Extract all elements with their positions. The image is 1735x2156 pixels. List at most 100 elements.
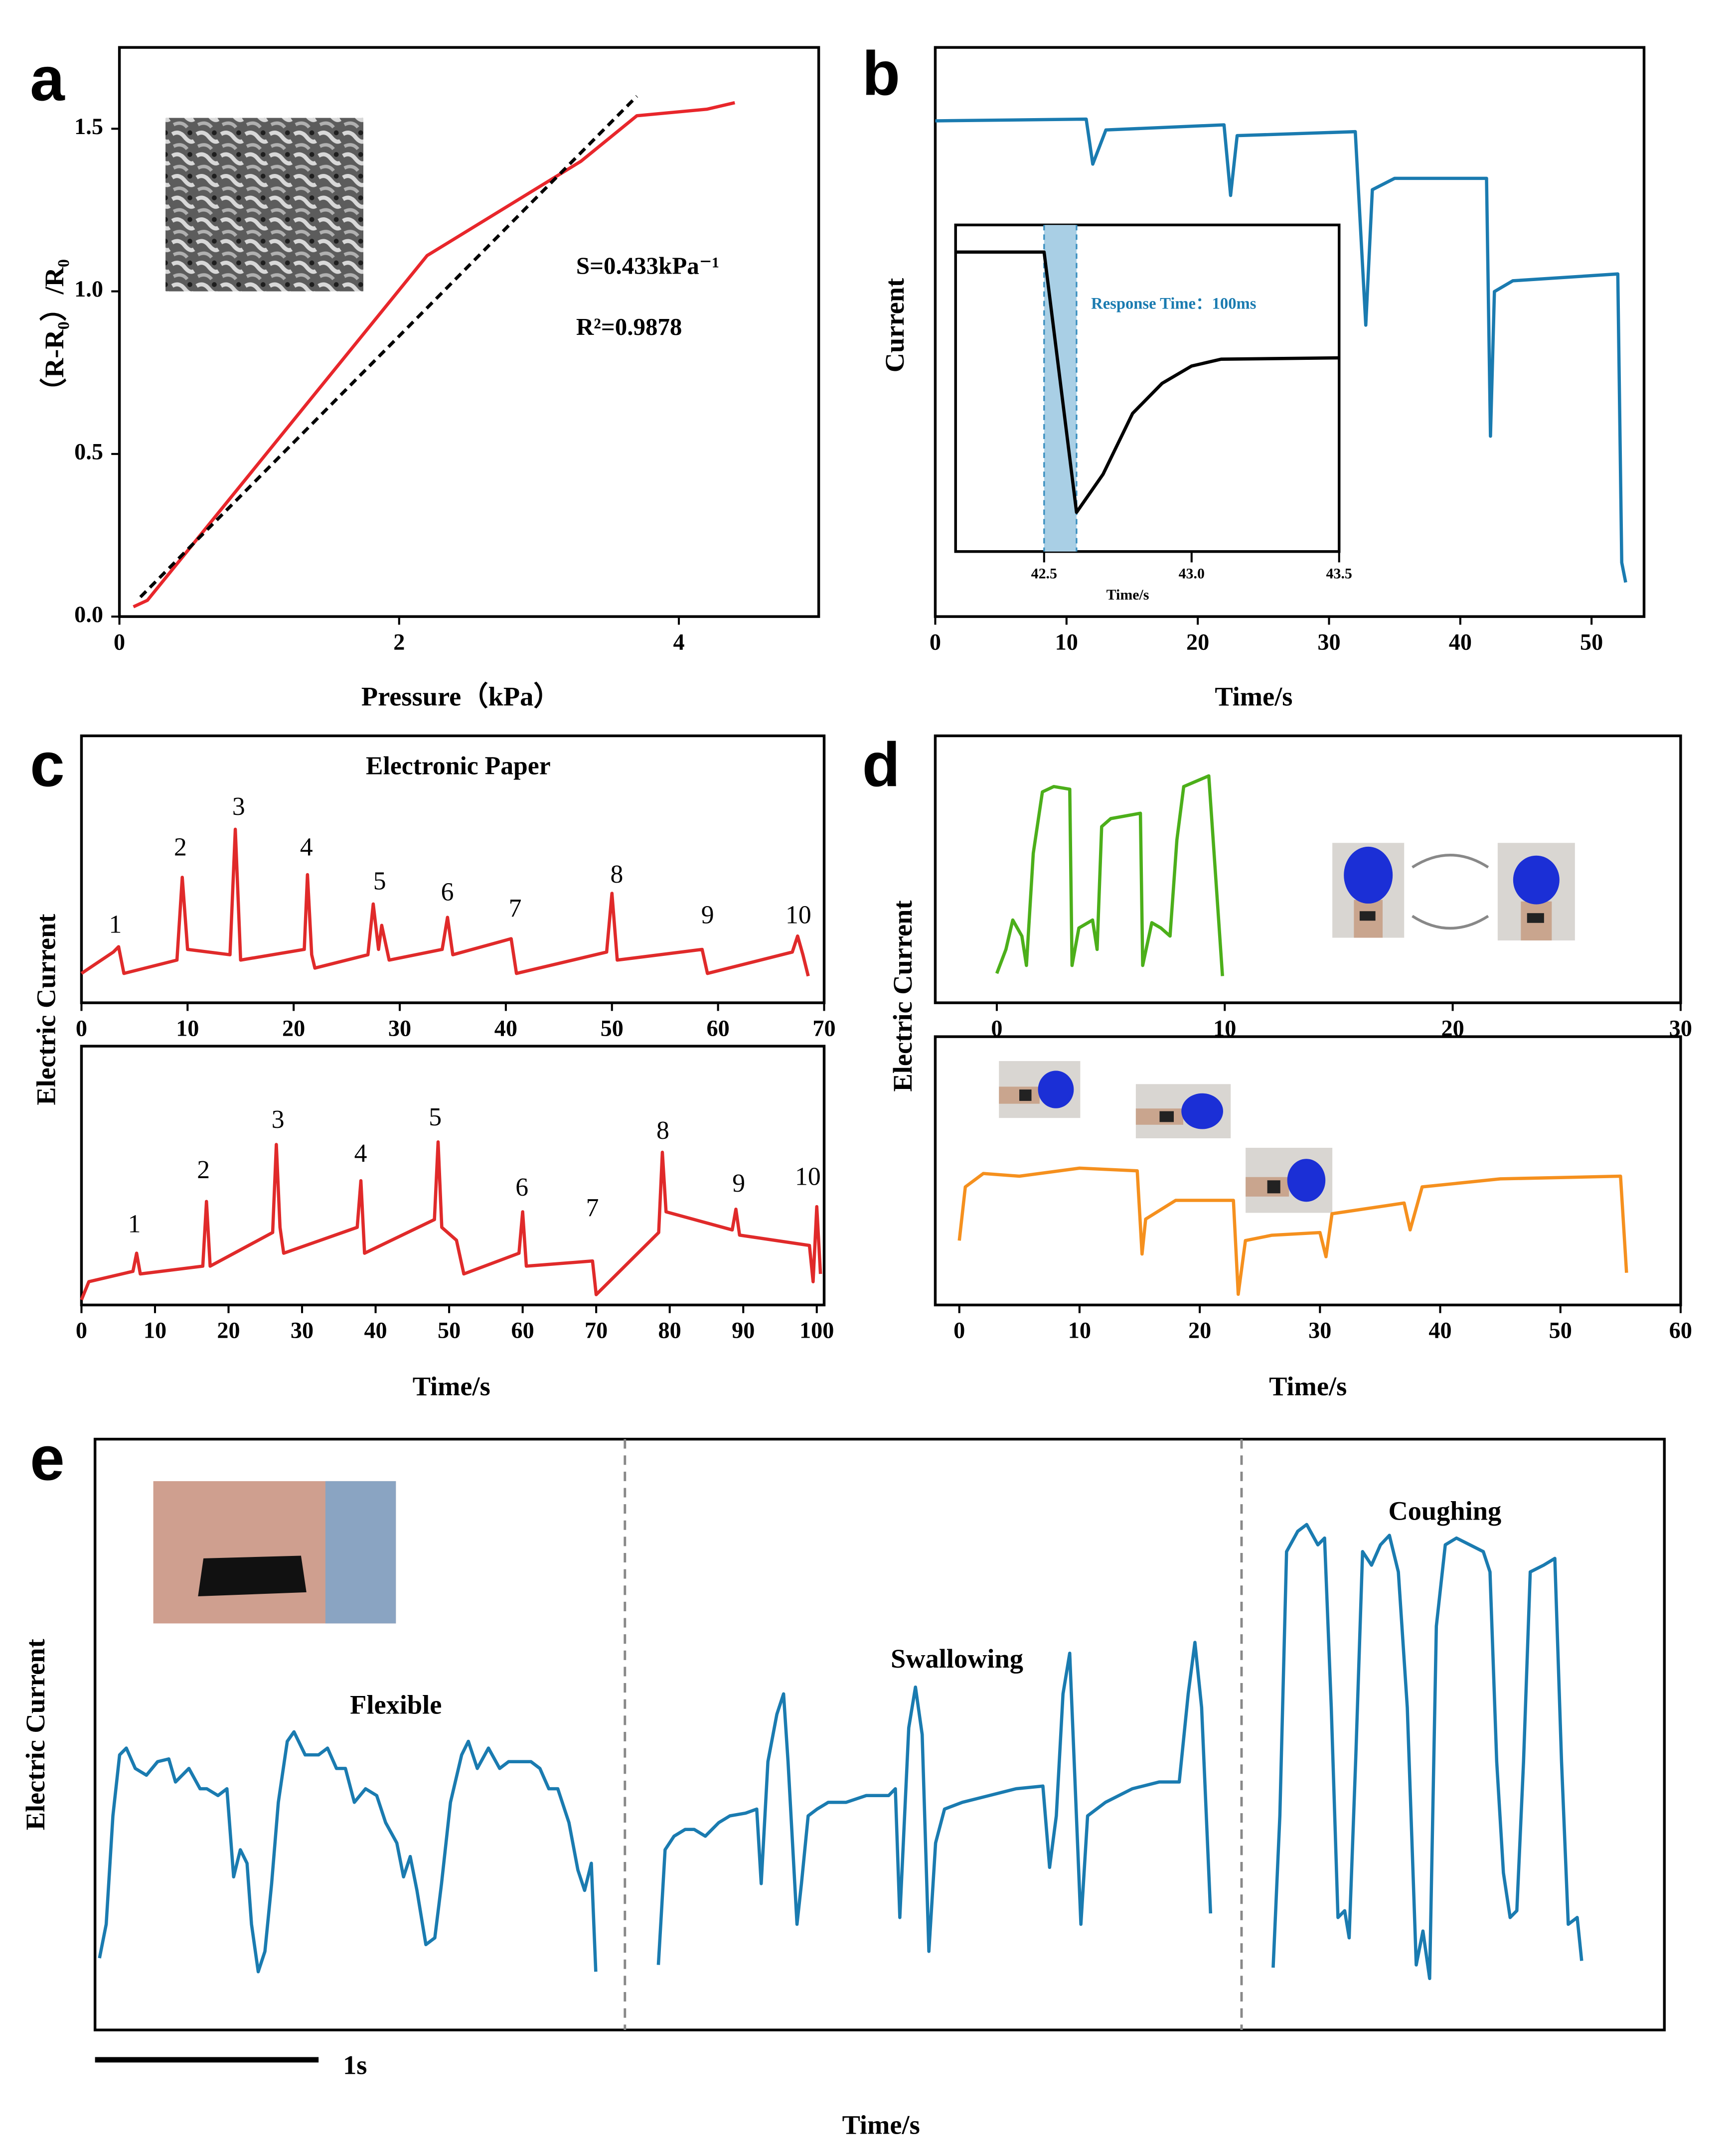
plot-frame xyxy=(934,1035,1682,1307)
x-tick-label: 100 xyxy=(799,1318,834,1343)
x-axis-label: Time/s xyxy=(1269,1372,1347,1401)
jacket xyxy=(325,1481,396,1624)
sem-image xyxy=(165,118,364,292)
data-line xyxy=(80,827,810,977)
y-tick-label: 0.5 xyxy=(74,439,103,464)
x-tick-label: 50 xyxy=(1580,629,1603,654)
sensor xyxy=(1359,911,1376,921)
glove xyxy=(1344,846,1393,904)
panel-label: d xyxy=(862,730,900,799)
annotation: 9 xyxy=(732,1169,745,1198)
sensor xyxy=(1267,1180,1280,1194)
x-tick-label: 0 xyxy=(114,629,125,654)
x-axis-label: Time/s xyxy=(842,2110,920,2140)
x-tick-label: 20 xyxy=(282,1015,305,1041)
data-line xyxy=(957,1166,1628,1296)
plot-frame xyxy=(80,1045,826,1307)
x-tick-label: 0 xyxy=(953,1318,965,1343)
annotation: 9 xyxy=(701,901,714,929)
y-axis-label: Electric Current xyxy=(20,1639,50,1830)
annotation: 4 xyxy=(300,833,313,862)
annotation: 10 xyxy=(795,1162,821,1191)
annotation: Response Time：100ms xyxy=(1091,295,1256,312)
annotation: Swallowing xyxy=(891,1644,1023,1674)
x-tick-label: 0 xyxy=(76,1015,87,1041)
x-tick-label: 40 xyxy=(364,1318,387,1343)
data-line xyxy=(139,95,638,599)
x-axis-label: Time/s xyxy=(413,1372,490,1401)
plot-frame xyxy=(934,46,1646,618)
chart-title: Electronic Paper xyxy=(366,752,551,780)
data-line xyxy=(955,250,1339,514)
plot-frame xyxy=(118,46,820,618)
panel-label: c xyxy=(30,730,65,799)
plot-frame xyxy=(80,734,826,1004)
annotation: 10 xyxy=(786,901,811,929)
y-axis-label: Current xyxy=(880,278,910,372)
x-tick-label: 70 xyxy=(585,1318,608,1343)
glove xyxy=(1513,855,1560,905)
x-tick-label: 40 xyxy=(1449,629,1472,654)
sensor xyxy=(1159,1111,1174,1122)
x-tick-label: 50 xyxy=(438,1318,461,1343)
annotation: 1 xyxy=(128,1210,141,1238)
y-axis-label: Electric Current xyxy=(31,914,61,1105)
x-tick-label: 30 xyxy=(1317,629,1340,654)
annotation: 1 xyxy=(109,911,122,939)
x-tick-label: 40 xyxy=(1428,1318,1451,1343)
x-tick-label: 60 xyxy=(511,1318,534,1343)
data-line xyxy=(935,117,1627,583)
x-tick-label: 60 xyxy=(707,1015,730,1041)
x-tick-label: 10 xyxy=(176,1015,199,1041)
data-line xyxy=(133,101,735,609)
annotation: 7 xyxy=(509,894,522,923)
annotation: 8 xyxy=(611,860,624,889)
glove xyxy=(1181,1093,1223,1129)
x-tick-label: 20 xyxy=(217,1318,240,1343)
x-tick-label: 2 xyxy=(393,629,405,654)
annotation: R²=0.9878 xyxy=(576,313,682,340)
arrow xyxy=(1412,915,1489,930)
annotation: 3 xyxy=(232,792,245,821)
x-tick-label: 60 xyxy=(1669,1318,1692,1343)
x-axis-label: Pressure（kPa） xyxy=(361,682,561,712)
annotation: 2 xyxy=(174,833,187,862)
x-tick-label: 0 xyxy=(930,629,941,654)
data-line xyxy=(656,1641,1213,1965)
sensor xyxy=(1019,1089,1032,1101)
x-tick-label: 20 xyxy=(1186,629,1209,654)
x-tick-label: 50 xyxy=(601,1015,624,1041)
annotation: 5 xyxy=(429,1103,442,1131)
plot-frame xyxy=(93,1437,1666,2031)
glove xyxy=(1287,1159,1326,1202)
x-axis-label: Time/s xyxy=(1106,587,1149,603)
y-axis-label: （R-R₀）/R₀ xyxy=(39,259,69,405)
x-tick-label: 10 xyxy=(1055,629,1078,654)
x-tick-label: 30 xyxy=(388,1015,411,1041)
x-tick-label: 4 xyxy=(673,629,684,654)
x-tick-label: 30 xyxy=(291,1318,314,1343)
x-tick-label: 0 xyxy=(991,1015,1002,1041)
annotation: 4 xyxy=(354,1139,367,1168)
y-tick-label: 0.0 xyxy=(74,602,103,627)
data-line xyxy=(80,1140,822,1301)
y-tick-label: 1.5 xyxy=(74,114,103,139)
x-tick-label: 70 xyxy=(812,1015,835,1041)
annotation: 8 xyxy=(656,1116,669,1145)
x-axis-label: Time/s xyxy=(1215,682,1292,712)
panel-label: e xyxy=(30,1424,65,1494)
panel-label: a xyxy=(30,44,65,114)
x-tick-label: 10 xyxy=(144,1318,166,1343)
data-line xyxy=(98,1730,598,1974)
x-tick-label: 43.0 xyxy=(1179,566,1205,582)
x-tick-label: 0 xyxy=(76,1318,87,1343)
annotation: 3 xyxy=(272,1105,285,1134)
x-tick-label: 42.5 xyxy=(1031,566,1057,582)
glove xyxy=(1038,1071,1074,1108)
x-tick-label: 30 xyxy=(1308,1318,1331,1343)
x-tick-label: 43.5 xyxy=(1326,566,1352,582)
data-line xyxy=(1271,1523,1583,1981)
y-tick-label: 1.0 xyxy=(74,276,103,302)
